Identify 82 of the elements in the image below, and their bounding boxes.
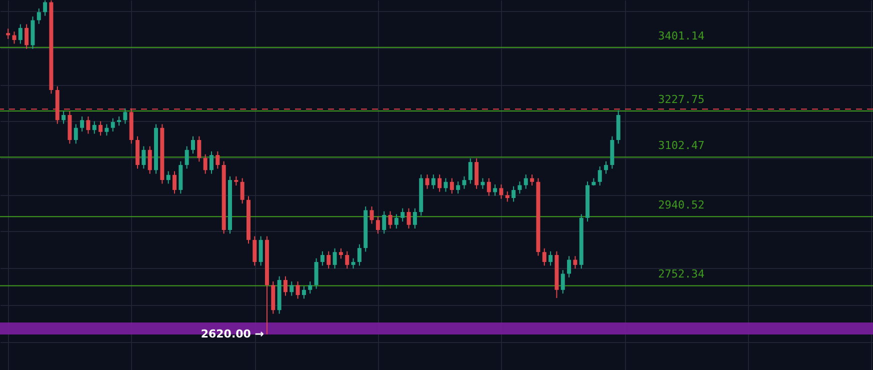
candlestick	[234, 176, 238, 186]
candlestick	[499, 184, 504, 200]
candlestick	[290, 280, 294, 296]
candlestick	[24, 24, 29, 50]
candlestick	[117, 116, 122, 126]
candlestick	[357, 244, 362, 266]
candlestick	[240, 178, 244, 204]
candlestick	[493, 184, 498, 196]
candlestick	[36, 8, 41, 24]
candlestick	[338, 248, 343, 260]
candlestick	[598, 166, 602, 186]
ref-line-label: 2752.34	[658, 268, 705, 281]
ref-line-label: 3401.14	[658, 29, 705, 42]
candlestick	[92, 120, 96, 134]
candlestick	[406, 208, 411, 230]
candlestick	[542, 248, 546, 266]
candlestick	[512, 186, 516, 202]
candlestick	[468, 158, 472, 184]
candlestick	[86, 116, 90, 134]
candlestick	[74, 124, 78, 144]
candlestick	[210, 150, 214, 174]
candlestick	[203, 154, 208, 174]
candlestick	[104, 124, 109, 136]
candlestick	[172, 170, 177, 194]
candlestick	[6, 28, 10, 40]
candlestick	[12, 31, 16, 44]
candlestick	[388, 210, 392, 230]
candlestick	[370, 206, 374, 224]
candlestick	[258, 236, 263, 266]
candlestick	[560, 270, 565, 294]
candlestick	[166, 170, 170, 184]
candlestick	[518, 181, 522, 194]
candlestick	[480, 178, 485, 190]
candlestick	[43, 0, 48, 16]
candlestick	[412, 208, 417, 230]
candlestick	[400, 208, 405, 222]
candlestick	[351, 258, 356, 270]
candlestick	[524, 174, 528, 190]
candlestick	[80, 116, 84, 132]
candlestick	[425, 174, 430, 190]
candlestick	[123, 108, 128, 124]
candlestick	[62, 110, 66, 124]
candlestick	[98, 120, 103, 136]
candlestick	[474, 158, 479, 190]
candlestick	[505, 190, 510, 202]
candlestick	[197, 136, 202, 162]
candlestick	[184, 146, 189, 170]
candlestick	[216, 150, 220, 170]
candlestick	[142, 146, 146, 170]
candlestick	[530, 174, 534, 186]
candlestick	[252, 236, 257, 266]
candlestick	[18, 24, 22, 44]
candlestick	[382, 210, 386, 234]
ref-line-label: 3102.47	[658, 139, 705, 152]
candlestick	[573, 256, 578, 270]
candlestick	[567, 256, 572, 278]
candlestick	[110, 118, 115, 132]
candlestick	[376, 216, 380, 234]
candlestick	[548, 250, 553, 266]
ref-line-label: 3227.75	[658, 93, 705, 106]
candlestick	[444, 178, 448, 192]
candlestick	[332, 248, 337, 270]
candlestick	[486, 178, 491, 196]
candlestick	[326, 250, 331, 270]
candlestick	[320, 250, 324, 266]
candlestick	[394, 214, 398, 230]
candlestick	[438, 174, 442, 192]
candlestick	[314, 258, 318, 290]
candlestick	[345, 250, 350, 270]
candlestick	[148, 146, 152, 174]
ref-line-label: 2940.52	[658, 198, 705, 212]
annotation: 2620.00 →	[200, 327, 264, 340]
candlestick	[302, 286, 306, 300]
candlestick	[450, 178, 454, 194]
candlestick	[604, 160, 608, 174]
candlestick	[296, 280, 300, 300]
candlestick	[191, 136, 196, 154]
candlestick	[308, 280, 312, 294]
candlestick	[462, 176, 466, 190]
candlestick	[283, 276, 288, 296]
candlestick	[431, 174, 436, 190]
candlestick	[456, 181, 460, 194]
